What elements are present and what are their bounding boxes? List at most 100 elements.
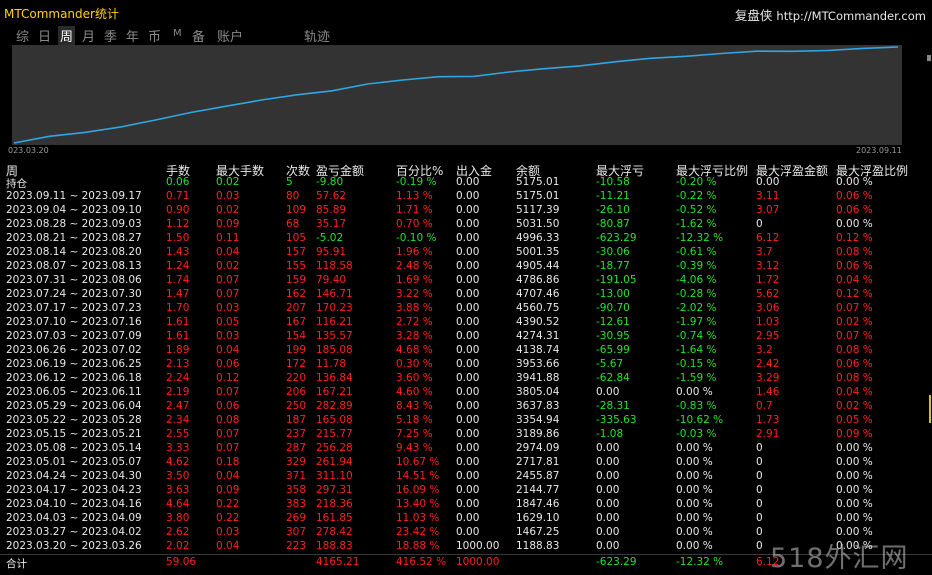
cell-max-dd: -30.06 bbox=[596, 246, 630, 258]
table-row[interactable]: 2023.06.19 ~ 2023.06.25 2.13 0.06 172 11.78 0… bbox=[0, 358, 932, 372]
cell-pnl: 297.31 bbox=[316, 484, 353, 496]
cell-week: 持仓 bbox=[6, 178, 27, 190]
column-header[interactable]: 手数 bbox=[166, 164, 191, 178]
table-row[interactable]: 2023.03.20 ~ 2023.03.26 2.02 0.04 223 188.83… bbox=[0, 540, 932, 554]
column-header[interactable]: 周 bbox=[6, 164, 19, 178]
cell-max-fp: 3.2 bbox=[756, 344, 773, 356]
tab-month[interactable]: 月 bbox=[82, 30, 96, 45]
cell-pnl: 146.71 bbox=[316, 288, 353, 300]
cell-max-dd: -335.63 bbox=[596, 414, 637, 426]
cell-balance: 1188.83 bbox=[516, 540, 560, 552]
cell-max-dd-pct: -1.64 % bbox=[676, 344, 717, 356]
cell-balance: 3941.88 bbox=[516, 372, 560, 384]
cell-max-dd: 0.00 bbox=[596, 456, 620, 468]
table-row[interactable]: 持仓 0.06 0.02 5 -9.80 -0.19 % 0.00 5175.01 -10.58… bbox=[0, 176, 932, 190]
tab-year[interactable]: 年 bbox=[126, 30, 140, 45]
scrollbar-thumb[interactable] bbox=[927, 55, 931, 61]
cell-count: 237 bbox=[286, 428, 307, 440]
cell-balance: 5175.01 bbox=[516, 190, 560, 202]
table-row[interactable]: 合计 59.06 4165.21 416.52 % 1000.00 -623.29 -12.… bbox=[0, 556, 932, 570]
table-row[interactable]: 2023.07.10 ~ 2023.07.16 1.61 0.05 167 116.21… bbox=[0, 316, 932, 330]
cell-lots: 1.74 bbox=[166, 274, 190, 286]
table-row[interactable]: 2023.09.04 ~ 2023.09.10 0.90 0.02 109 85.89 1… bbox=[0, 204, 932, 218]
cell-max-fp: 3.11 bbox=[756, 190, 780, 202]
cell-lots: 2.24 bbox=[166, 372, 190, 384]
cell-lots: 4.62 bbox=[166, 456, 190, 468]
column-header[interactable]: 最大浮亏 bbox=[596, 164, 645, 178]
cell-week: 2023.06.26 ~ 2023.07.02 bbox=[6, 344, 142, 356]
table-row[interactable]: 2023.08.21 ~ 2023.08.27 1.50 0.11 105 -5.02 -… bbox=[0, 232, 932, 246]
cell-pnl: 218.36 bbox=[316, 498, 353, 510]
cell-max-dd: -30.95 bbox=[596, 330, 630, 342]
tab-m[interactable]: M bbox=[173, 28, 182, 39]
column-header[interactable]: 最大浮亏比例 bbox=[676, 164, 749, 178]
cell-flow: 0.00 bbox=[456, 190, 480, 202]
cell-pct: 14.51 % bbox=[396, 470, 440, 482]
table-row[interactable]: 2023.07.24 ~ 2023.07.30 1.47 0.07 162 146.71… bbox=[0, 288, 932, 302]
column-header[interactable]: 百分比% bbox=[396, 164, 444, 178]
cell-count: 220 bbox=[286, 372, 307, 384]
cell-balance: 4138.74 bbox=[516, 344, 560, 356]
cell-count: 68 bbox=[286, 218, 300, 230]
table-row[interactable]: 2023.04.24 ~ 2023.04.30 3.50 0.04 371 311.10… bbox=[0, 470, 932, 484]
table-row[interactable]: 2023.07.31 ~ 2023.08.06 1.74 0.07 159 79.40 1… bbox=[0, 274, 932, 288]
tab-day[interactable]: 日 bbox=[38, 30, 52, 45]
cell-max-dd-pct: 0.00 % bbox=[676, 526, 713, 538]
table-row[interactable]: 2023.03.27 ~ 2023.04.02 2.62 0.03 307 278.42… bbox=[0, 526, 932, 540]
cell-max-dd-pct: 0.00 % bbox=[676, 540, 713, 552]
cell-max-fp-pct: 0.00 % bbox=[836, 512, 873, 524]
cell-max-dd: -12.61 bbox=[596, 316, 630, 328]
tab-notes[interactable]: 备 bbox=[192, 30, 206, 45]
cell-max-dd: -623.29 bbox=[596, 232, 637, 244]
cell-pnl: 116.21 bbox=[316, 316, 353, 328]
column-header[interactable]: 出入金 bbox=[456, 164, 493, 178]
cell-pct: 1.13 % bbox=[396, 190, 433, 202]
cell-pct: 3.28 % bbox=[396, 330, 433, 342]
column-header[interactable]: 最大手数 bbox=[216, 164, 265, 178]
tab-currency[interactable]: 币 bbox=[148, 30, 162, 45]
cell-lots: 1.47 bbox=[166, 288, 190, 300]
cell-pnl: -5.02 bbox=[316, 232, 344, 244]
cell-lots: 3.63 bbox=[166, 484, 190, 496]
scrollbar-marker[interactable] bbox=[929, 395, 931, 423]
table-row[interactable]: 2023.04.03 ~ 2023.04.09 3.80 0.22 269 161.85… bbox=[0, 512, 932, 526]
cell-pnl: 135.57 bbox=[316, 330, 353, 342]
tab-quarter[interactable]: 季 bbox=[104, 30, 118, 45]
table-row[interactable]: 2023.08.14 ~ 2023.08.20 1.43 0.04 157 95.91 1… bbox=[0, 246, 932, 260]
tab-week[interactable]: 周 bbox=[58, 26, 76, 45]
cell-max-fp: 0 bbox=[756, 484, 763, 496]
table-row[interactable]: 2023.05.15 ~ 2023.05.21 2.55 0.07 237 215.77… bbox=[0, 428, 932, 442]
tab-account[interactable]: 账户 bbox=[217, 30, 244, 45]
table-row[interactable]: 2023.08.28 ~ 2023.09.03 1.12 0.09 68 35.17 0.… bbox=[0, 218, 932, 232]
cell-max-fp-pct: 0.08 % bbox=[836, 246, 873, 258]
table-row[interactable]: 2023.07.17 ~ 2023.07.23 1.70 0.03 207 170.23… bbox=[0, 302, 932, 316]
table-row[interactable]: 2023.06.05 ~ 2023.06.11 2.19 0.07 206 167.21… bbox=[0, 386, 932, 400]
table-row[interactable]: 2023.05.01 ~ 2023.05.07 4.62 0.18 329 261.94… bbox=[0, 456, 932, 470]
cell-max-fp-pct: 0.00 % bbox=[836, 456, 873, 468]
cell-max-lots: 0.18 bbox=[216, 456, 240, 468]
column-header[interactable]: 最大浮盈金额 bbox=[756, 164, 829, 178]
tab-overview[interactable]: 综 bbox=[16, 30, 30, 45]
table-row[interactable]: 2023.08.07 ~ 2023.08.13 1.24 0.02 155 118.58… bbox=[0, 260, 932, 274]
cell-max-lots: 0.06 bbox=[216, 358, 240, 370]
table-row[interactable]: 2023.06.26 ~ 2023.07.02 1.89 0.04 199 185.08… bbox=[0, 344, 932, 358]
cell-pct: 0.30 % bbox=[396, 358, 433, 370]
cell-week: 2023.04.17 ~ 2023.04.23 bbox=[6, 484, 142, 496]
cell-balance: 4274.31 bbox=[516, 330, 560, 342]
table-row[interactable]: 2023.05.29 ~ 2023.06.04 2.47 0.06 250 282.89… bbox=[0, 400, 932, 414]
cell-week: 2023.06.12 ~ 2023.06.18 bbox=[6, 372, 142, 384]
column-header[interactable]: 最大浮盈比例 bbox=[836, 164, 909, 178]
column-header[interactable]: 盈亏金额 bbox=[316, 164, 365, 178]
table-row[interactable]: 2023.07.03 ~ 2023.07.09 1.61 0.03 154 135.57… bbox=[0, 330, 932, 344]
site-url[interactable]: http://MTCommander.com bbox=[776, 9, 926, 23]
table-row[interactable]: 2023.04.10 ~ 2023.04.16 4.64 0.22 383 218.36… bbox=[0, 498, 932, 512]
tab-trajectory[interactable]: 轨迹 bbox=[304, 30, 331, 45]
table-row[interactable]: 2023.04.17 ~ 2023.04.23 3.63 0.09 358 297.31… bbox=[0, 484, 932, 498]
cell-pnl: 85.89 bbox=[316, 204, 347, 216]
column-header[interactable]: 次数 bbox=[286, 164, 311, 178]
table-row[interactable]: 2023.05.22 ~ 2023.05.28 2.34 0.08 187 165.08… bbox=[0, 414, 932, 428]
column-header[interactable]: 余额 bbox=[516, 164, 541, 178]
table-row[interactable]: 2023.05.08 ~ 2023.05.14 3.33 0.07 287 256.28… bbox=[0, 442, 932, 456]
table-row[interactable]: 2023.09.11 ~ 2023.09.17 0.71 0.03 80 57.62 1.… bbox=[0, 190, 932, 204]
table-row[interactable]: 2023.06.12 ~ 2023.06.18 2.24 0.12 220 136.84… bbox=[0, 372, 932, 386]
